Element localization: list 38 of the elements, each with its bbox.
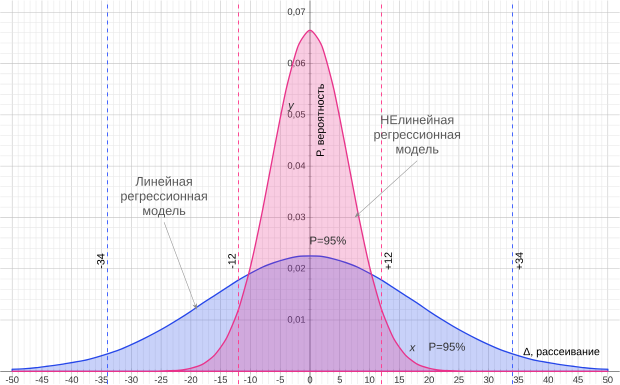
x-tick-label: 5 [338,376,342,384]
x-tick-label: 45 [573,376,583,384]
x-tick-label: -50 [6,376,19,384]
ref-line-label: +34 [515,252,523,270]
x-axis-title: Δ, рассеивание [523,348,600,358]
annotation: x [409,345,416,352]
x-tick-label: 25 [454,376,464,384]
x-tick-label: -45 [36,376,48,384]
x-tick-label: 30 [484,376,494,384]
ref-line-label: -34 [97,254,105,268]
annotation: P=95% [430,342,466,351]
x-tick-label: 40 [543,376,554,384]
ref-line-label: +12 [384,252,392,270]
y-tick-label: 0,07 [288,8,306,16]
x-tick-label: -20 [184,376,198,384]
x-tick-label: -35 [95,376,108,384]
annotation: P=95% [310,236,346,245]
y-axis-title: P, вероятность [316,84,326,156]
x-tick-label: 15 [394,376,404,384]
y-tick-label: 0,05 [288,111,306,119]
x-tick-label: -30 [124,376,138,384]
x-tick-label: -40 [65,376,78,384]
x-tick-label: -10 [244,376,257,384]
y-tick-label: 0,02 [288,265,306,273]
x-tick-label: 10 [365,376,374,384]
x-tick-label: 20 [424,376,434,384]
y-tick-label: 0,01 [288,316,306,324]
annotation: y [287,103,294,112]
x-tick-label: -25 [154,376,168,384]
x-tick-label: -5 [276,376,284,384]
x-tick-label: 50 [603,376,613,384]
ref-line-label: -12 [228,254,236,268]
x-tick-label: -15 [214,376,227,384]
annotation: Линейная регрессионная модель [121,176,207,218]
y-tick-label: 0,04 [288,162,306,170]
y-tick-label: 0,03 [288,214,306,222]
x-tick-label: 35 [514,376,524,384]
annotation: НЕлинейная регрессионная модель [374,114,460,156]
